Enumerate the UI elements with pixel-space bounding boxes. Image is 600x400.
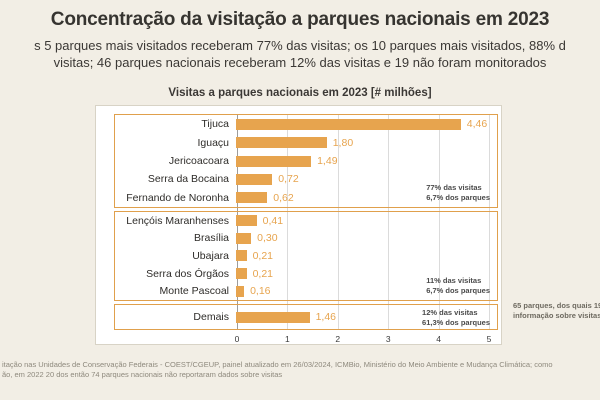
bar-row: Tijuca 4,46 (115, 115, 497, 133)
x-tick-label: 5 (486, 334, 492, 344)
category-label: Lençóis Maranhenses (126, 214, 229, 227)
category-label: Serra dos Órgãos (146, 267, 229, 280)
value-label: 4,46 (466, 118, 488, 131)
value-label: 0,62 (273, 191, 294, 204)
x-tick-label: 3 (385, 334, 391, 344)
bar-row: Iguaçu 1,80 (115, 133, 497, 151)
subtitle-line-1: s 5 parques mais visitados receberam 77%… (34, 38, 566, 53)
category-label: Brasília (193, 232, 229, 245)
gridline (337, 114, 339, 330)
value-label: 0,30 (257, 232, 278, 245)
x-tick-label: 4 (436, 334, 441, 344)
bar-row: Brasília 0,30 (115, 230, 497, 248)
gridline (287, 114, 289, 330)
bar-row: Jericoacoara 1,49 (115, 152, 497, 170)
chart-panel: Tijuca 4,46 Iguaçu 1,80 Jericoacoara 1,49 Serr… (95, 105, 502, 345)
x-tick-label: 1 (285, 334, 290, 344)
group-annotation: 77% das visitas 6,7% dos parques (426, 183, 490, 202)
category-label: Ubajara (192, 249, 229, 262)
bar (236, 268, 247, 280)
bar-row: Fernando de Noronha 0,62 (115, 189, 497, 207)
chart-title-text: Visitas a parques nacionais em 2023 [# m… (168, 87, 432, 99)
category-label: Monte Pascoal (159, 285, 229, 298)
page-title: Concentração da visitação a parques naci… (0, 9, 600, 31)
bar-row: Ubajara 0,21 (115, 247, 497, 265)
bar (236, 137, 327, 149)
bar (236, 215, 257, 227)
gridline (438, 114, 440, 330)
category-label: Iguaçu (197, 136, 229, 149)
bar (236, 192, 268, 204)
footnote-line-2: ão, em 2022 20 dos então 74 parques naci… (2, 370, 283, 379)
category-label: Tijuca (201, 118, 229, 131)
x-tick-label: 0 (234, 334, 240, 344)
value-label: 0,16 (250, 285, 271, 298)
bar (236, 118, 461, 130)
chart-title: Visitas a parques nacionais em 2023 [# m… (0, 87, 600, 99)
group-box: Demais 1,46 12% das visitas 61,3% dos parqu… (114, 304, 498, 330)
bar-row: Monte Pascoal 0,16 (115, 282, 497, 300)
value-label: 1,46 (315, 311, 337, 323)
category-label: Fernando de Noronha (126, 191, 229, 204)
x-tick-label: 2 (335, 334, 341, 344)
group-box: Tijuca 4,46 Iguaçu 1,80 Jericoacoara 1,49 Serr… (114, 114, 498, 208)
source-footnote: itação nas Unidades de Conservação Feder… (2, 360, 553, 380)
group-box: Lençóis Maranhenses 0,41 Brasília 0,30 Ubaja… (114, 211, 498, 301)
value-label: 1,49 (317, 155, 338, 168)
value-label: 1,80 (332, 136, 354, 149)
bar-row: Demais 1,46 (115, 305, 497, 329)
bar (236, 285, 245, 297)
group-annotation: 12% das visitas 61,3% dos parques (422, 308, 490, 327)
gridline (388, 114, 390, 330)
bar-row: Lençóis Maranhenses 0,41 (115, 212, 497, 230)
bar (236, 173, 273, 185)
page-title-text: Concentração da visitação a parques naci… (50, 9, 550, 30)
category-label: Demais (193, 311, 229, 323)
side-note: 65 parques, dos quais 19 informação sobr… (513, 301, 600, 321)
bar-row: Serra da Bocaina 0,72 (115, 170, 497, 188)
value-label: 0,21 (252, 267, 274, 280)
value-label: 0,72 (278, 173, 299, 186)
side-note-line-2: informação sobre visitas (513, 311, 600, 320)
subtitle-line-2: visitas; 46 parques nacionais receberam … (53, 55, 547, 70)
page-subtitle: s 5 parques mais visitados receberam 77%… (0, 37, 600, 71)
bar (236, 250, 247, 262)
category-label: Jericoacoara (168, 155, 229, 168)
side-note-line-1: 65 parques, dos quais 19 (513, 301, 600, 310)
category-label: Serra da Bocaina (147, 173, 229, 186)
bar (236, 155, 312, 167)
footnote-line-1: itação nas Unidades de Conservação Feder… (2, 360, 553, 369)
value-label: 0,41 (262, 214, 284, 227)
value-label: 0,21 (252, 249, 274, 262)
group-annotation: 11% das visitas 6,7% dos parques (426, 276, 490, 295)
bar (236, 311, 310, 323)
bar-row: Serra dos Órgãos 0,21 (115, 265, 497, 283)
bar (236, 232, 252, 244)
gridline (489, 114, 490, 330)
